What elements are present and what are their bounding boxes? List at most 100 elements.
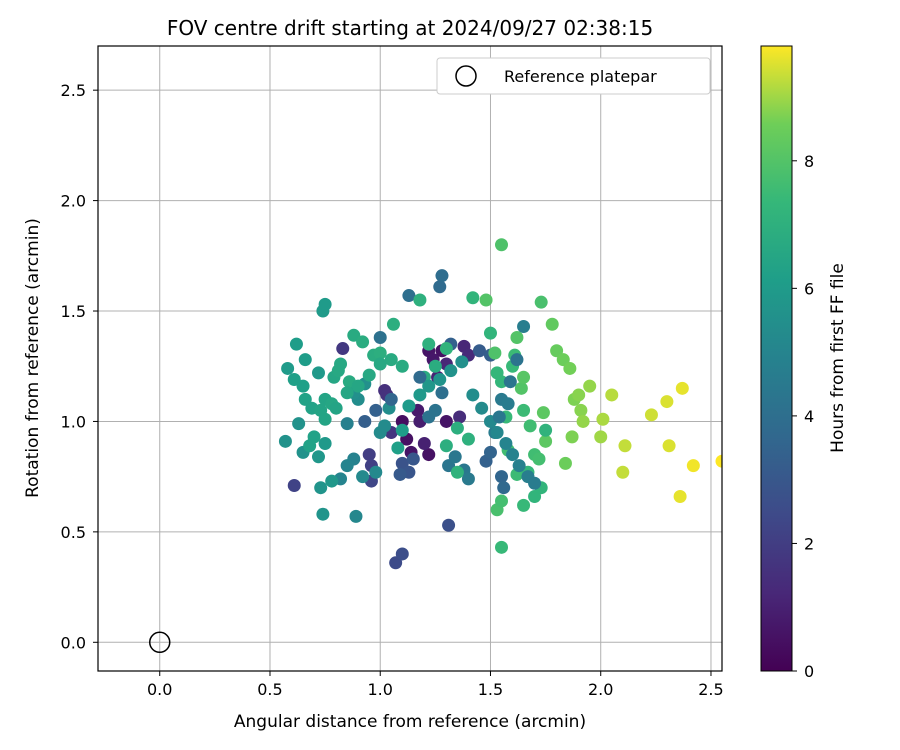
scatter-point bbox=[662, 439, 676, 453]
scatter-point bbox=[517, 370, 531, 384]
scatter-point bbox=[433, 372, 447, 386]
scatter-point bbox=[558, 456, 572, 470]
scatter-point bbox=[287, 372, 301, 386]
scatter-point bbox=[466, 388, 480, 402]
scatter-point bbox=[442, 518, 456, 532]
colorbar-ticks: 0 2 4 6 8 bbox=[792, 152, 814, 681]
scatter-point bbox=[450, 421, 464, 435]
x-tick-label: 2.5 bbox=[698, 680, 723, 699]
scatter-point bbox=[497, 481, 511, 495]
x-axis-label: Angular distance from reference (arcmin) bbox=[234, 712, 586, 732]
y-tick-label: 0.5 bbox=[61, 523, 86, 542]
scatter-point bbox=[512, 459, 526, 473]
scatter-point bbox=[340, 386, 354, 400]
scatter-point bbox=[373, 331, 387, 345]
scatter-point bbox=[289, 337, 303, 351]
scatter-point bbox=[298, 353, 312, 367]
scatter-point bbox=[395, 456, 409, 470]
scatter-point bbox=[356, 335, 370, 349]
scatter-point bbox=[378, 419, 392, 433]
axis-ticks: 0.0 0.5 1.0 1.5 2.0 2.5 0.0 0.5 1.0 1.5 2.0 2.5 bbox=[61, 81, 724, 699]
y-axis-label: Rotation from reference (arcmin) bbox=[23, 218, 43, 498]
scatter-point bbox=[389, 556, 403, 570]
scatter-point bbox=[488, 346, 502, 360]
scatter-point bbox=[340, 417, 354, 431]
scatter-point bbox=[369, 465, 383, 479]
scatter-point bbox=[336, 342, 350, 356]
scatter-point bbox=[510, 331, 524, 345]
scatter-point bbox=[596, 412, 610, 426]
scatter-point bbox=[318, 412, 332, 426]
scatter-point bbox=[523, 419, 537, 433]
scatter-point bbox=[439, 414, 453, 428]
scatter-point bbox=[472, 344, 486, 358]
scatter-point bbox=[517, 319, 531, 333]
scatter-point bbox=[358, 414, 372, 428]
scatter-point bbox=[673, 490, 687, 504]
colorbar-tick-label: 0 bbox=[804, 662, 814, 681]
scatter-point bbox=[406, 452, 420, 466]
scatter-point bbox=[495, 540, 509, 554]
scatter-point bbox=[450, 465, 464, 479]
colorbar-tick-label: 6 bbox=[804, 279, 814, 298]
colorbar-gradient bbox=[760, 45, 793, 672]
scatter-point bbox=[439, 439, 453, 453]
scatter-point bbox=[362, 368, 376, 382]
scatter-point bbox=[362, 448, 376, 462]
scatter-point bbox=[461, 472, 475, 486]
scatter-point bbox=[528, 490, 542, 504]
scatter-point bbox=[534, 295, 548, 309]
scatter-point bbox=[373, 357, 387, 371]
scatter-point bbox=[536, 406, 550, 420]
scatter-point bbox=[475, 401, 489, 415]
scatter-point bbox=[616, 465, 630, 479]
chart-title: FOV centre drift starting at 2024/09/27 … bbox=[167, 16, 653, 40]
scatter-point bbox=[490, 425, 504, 439]
scatter-point bbox=[292, 417, 306, 431]
colorbar-tick-label: 4 bbox=[804, 407, 814, 426]
scatter-point bbox=[384, 392, 398, 406]
scatter-point bbox=[455, 355, 469, 369]
scatter-point bbox=[444, 364, 458, 378]
scatter-point bbox=[417, 437, 431, 451]
scatter-point bbox=[563, 361, 577, 375]
scatter-point bbox=[605, 388, 619, 402]
scatter-point bbox=[347, 328, 361, 342]
scatter-point bbox=[422, 448, 436, 462]
scatter-point bbox=[349, 509, 363, 523]
scatter-point bbox=[311, 366, 325, 380]
scatter-point bbox=[715, 454, 722, 468]
scatter-point bbox=[287, 478, 301, 492]
y-tick-label: 2.0 bbox=[61, 192, 86, 211]
scatter-point bbox=[499, 437, 513, 451]
scatter-point bbox=[413, 388, 427, 402]
y-tick-label: 0.0 bbox=[61, 633, 86, 652]
scatter-point bbox=[545, 317, 559, 331]
scatter-point bbox=[442, 459, 456, 473]
scatter-point bbox=[492, 410, 506, 424]
scatter-point bbox=[618, 439, 632, 453]
scatter-point bbox=[503, 375, 517, 389]
scatter-point bbox=[466, 291, 480, 305]
legend-label: Reference platepar bbox=[504, 67, 657, 86]
scatter-point bbox=[278, 434, 292, 448]
x-tick-label: 2.0 bbox=[588, 680, 613, 699]
scatter-point bbox=[539, 434, 553, 448]
scatter-point bbox=[395, 423, 409, 437]
scatter-point bbox=[325, 474, 339, 488]
scatter-point bbox=[528, 476, 542, 490]
scatter-point bbox=[422, 379, 436, 393]
scatter-point bbox=[495, 494, 509, 508]
legend-marker-icon bbox=[455, 65, 477, 87]
scatter-point bbox=[495, 238, 509, 252]
scatter-point bbox=[395, 547, 409, 561]
colorbar-tick-label: 8 bbox=[804, 152, 814, 171]
scatter-point bbox=[384, 353, 398, 367]
scatter-point bbox=[413, 293, 427, 307]
scatter-point bbox=[298, 392, 312, 406]
y-tick-label: 2.5 bbox=[61, 81, 86, 100]
colorbar-label: Hours from first FF file bbox=[828, 263, 848, 453]
scatter-point bbox=[514, 381, 528, 395]
scatter-point bbox=[556, 353, 570, 367]
